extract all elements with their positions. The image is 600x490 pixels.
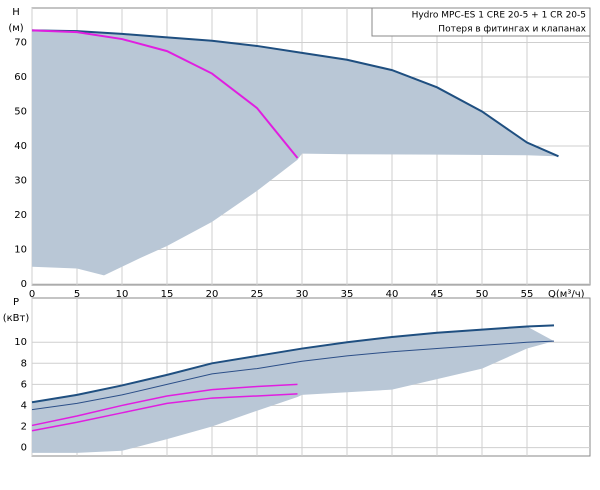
- y-tick-label: 60: [14, 72, 27, 83]
- x-tick-label: 10: [116, 289, 129, 300]
- y-tick-label: 50: [14, 106, 27, 117]
- x-tick-label: 20: [206, 289, 219, 300]
- x-tick-label: 30: [296, 289, 309, 300]
- y-tick-label: 6: [21, 379, 27, 390]
- x-tick-label: 25: [251, 289, 264, 300]
- legend-text: Потеря в фитингах и клапанах: [438, 25, 586, 35]
- curve: [31, 340, 555, 411]
- curve: [31, 29, 559, 158]
- curve: [31, 393, 298, 432]
- y-tick-label: 10: [14, 244, 27, 255]
- y-tick-label: 30: [14, 175, 27, 186]
- curve: [31, 383, 298, 427]
- operating-region: [32, 326, 554, 453]
- legend-text: Hydro MPC-ES 1 CRE 20-5 + 1 CR 20-5: [412, 11, 586, 21]
- x-tick-label: 5: [74, 289, 80, 300]
- x-tick-label: 40: [386, 289, 399, 300]
- x-tick-label: 15: [161, 289, 174, 300]
- x-tick-label: 55: [521, 289, 534, 300]
- x-axis-label: Q(м³/ч): [548, 289, 585, 300]
- y-tick-label: 0: [21, 279, 27, 290]
- y-axis-label: (м): [8, 23, 23, 34]
- y-tick-label: 70: [14, 37, 27, 48]
- x-tick-label: 45: [431, 289, 444, 300]
- y-axis-label: H: [12, 7, 20, 18]
- y-tick-label: 40: [14, 141, 27, 152]
- y-tick-label: 8: [21, 358, 27, 369]
- legend-box: [371, 7, 591, 37]
- y-tick-label: 2: [21, 422, 27, 433]
- curve: [31, 29, 299, 159]
- y-tick-label: 0: [21, 443, 27, 454]
- y-tick-label: 10: [14, 337, 27, 348]
- y-tick-label: 4: [21, 400, 27, 411]
- y-tick-label: 20: [14, 210, 27, 221]
- x-tick-label: 0: [29, 289, 35, 300]
- y-axis-label: (кВт): [3, 313, 30, 324]
- curve: [31, 324, 555, 404]
- operating-region: [32, 30, 559, 276]
- y-axis-label: P: [13, 297, 19, 308]
- x-tick-label: 35: [341, 289, 354, 300]
- x-tick-label: 50: [476, 289, 489, 300]
